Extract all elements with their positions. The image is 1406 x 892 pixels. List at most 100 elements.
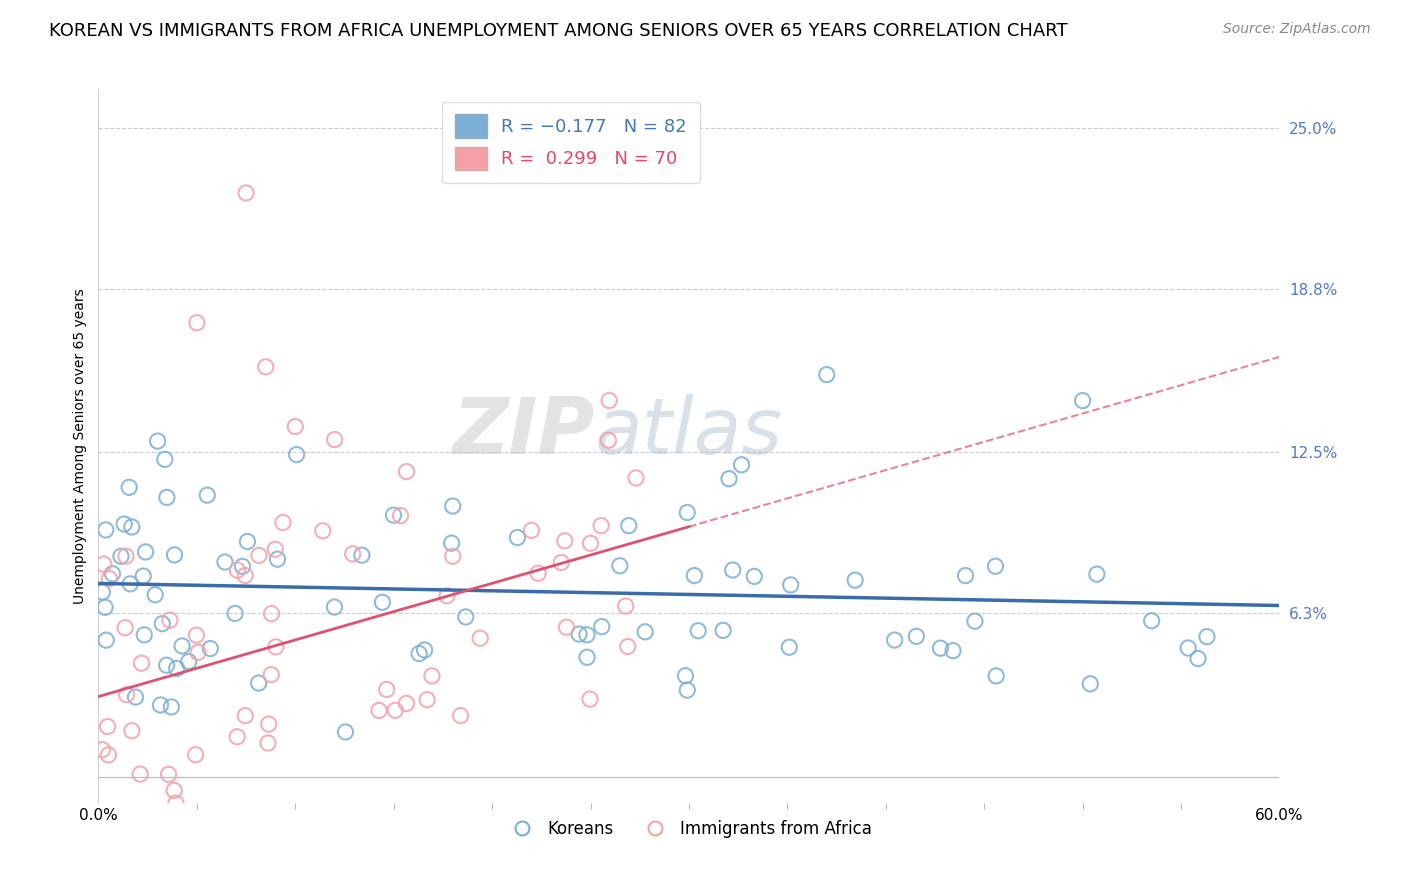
- Point: [163, 548, 186, 562]
- Point: [112, 516, 135, 531]
- Point: [247, 676, 270, 690]
- Point: [115, 549, 138, 564]
- Point: [395, 465, 418, 479]
- Point: [226, 730, 249, 744]
- Point: [778, 640, 800, 655]
- Point: [209, 822, 232, 836]
- Point: [96, 633, 118, 648]
- Point: [408, 647, 430, 661]
- Point: [844, 573, 866, 587]
- Point: [124, 690, 146, 704]
- Point: [718, 472, 741, 486]
- Point: [260, 607, 283, 621]
- Legend: Koreans, Immigrants from Africa: Koreans, Immigrants from Africa: [499, 814, 879, 845]
- Point: [143, 588, 166, 602]
- Point: [454, 610, 477, 624]
- Point: [195, 488, 218, 502]
- Point: [214, 555, 236, 569]
- Point: [1177, 640, 1199, 655]
- Point: [342, 547, 364, 561]
- Point: [520, 524, 543, 538]
- Point: [224, 822, 246, 836]
- Point: [247, 549, 270, 563]
- Point: [555, 620, 578, 634]
- Point: [184, 747, 207, 762]
- Point: [395, 697, 418, 711]
- Point: [815, 368, 838, 382]
- Point: [436, 589, 458, 603]
- Point: [683, 568, 706, 582]
- Point: [110, 549, 132, 564]
- Point: [416, 692, 439, 706]
- Point: [721, 563, 744, 577]
- Point: [441, 499, 464, 513]
- Point: [609, 558, 631, 573]
- Point: [233, 568, 256, 582]
- Point: [986, 669, 1008, 683]
- Point: [131, 656, 153, 670]
- Point: [624, 471, 647, 485]
- Point: [711, 624, 734, 638]
- Point: [235, 186, 257, 200]
- Point: [118, 480, 141, 494]
- Point: [156, 491, 179, 505]
- Point: [94, 600, 117, 615]
- Point: [730, 458, 752, 472]
- Point: [177, 655, 200, 669]
- Point: [617, 518, 640, 533]
- Point: [568, 627, 591, 641]
- Point: [131, 805, 153, 820]
- Point: [160, 700, 183, 714]
- Point: [676, 683, 699, 698]
- Point: [617, 640, 640, 654]
- Point: [101, 566, 124, 581]
- Point: [91, 822, 114, 836]
- Point: [420, 669, 443, 683]
- Point: [114, 621, 136, 635]
- Point: [120, 577, 142, 591]
- Point: [271, 516, 294, 530]
- Point: [579, 692, 602, 706]
- Point: [389, 508, 412, 523]
- Point: [591, 518, 613, 533]
- Point: [368, 704, 391, 718]
- Point: [254, 359, 277, 374]
- Y-axis label: Unemployment Among Seniors over 65 years: Unemployment Among Seniors over 65 years: [73, 288, 87, 604]
- Point: [554, 533, 576, 548]
- Text: atlas: atlas: [595, 393, 782, 470]
- Point: [675, 669, 697, 683]
- Point: [335, 725, 357, 739]
- Point: [350, 548, 373, 562]
- Point: [527, 566, 550, 581]
- Point: [115, 688, 138, 702]
- Point: [506, 531, 529, 545]
- Point: [236, 534, 259, 549]
- Point: [1078, 677, 1101, 691]
- Point: [323, 600, 346, 615]
- Point: [1085, 567, 1108, 582]
- Point: [312, 524, 335, 538]
- Point: [260, 667, 283, 681]
- Point: [905, 629, 928, 643]
- Point: [91, 742, 114, 756]
- Point: [97, 747, 120, 762]
- Point: [285, 448, 308, 462]
- Point: [382, 508, 405, 523]
- Point: [156, 658, 179, 673]
- Point: [94, 523, 117, 537]
- Point: [576, 650, 599, 665]
- Point: [135, 545, 157, 559]
- Point: [153, 452, 176, 467]
- Point: [224, 607, 246, 621]
- Point: [257, 736, 280, 750]
- Point: [598, 393, 620, 408]
- Point: [575, 628, 598, 642]
- Point: [1187, 651, 1209, 665]
- Point: [172, 639, 194, 653]
- Point: [413, 643, 436, 657]
- Point: [266, 552, 288, 566]
- Point: [97, 720, 120, 734]
- Point: [450, 708, 472, 723]
- Point: [264, 542, 287, 557]
- Point: [883, 633, 905, 648]
